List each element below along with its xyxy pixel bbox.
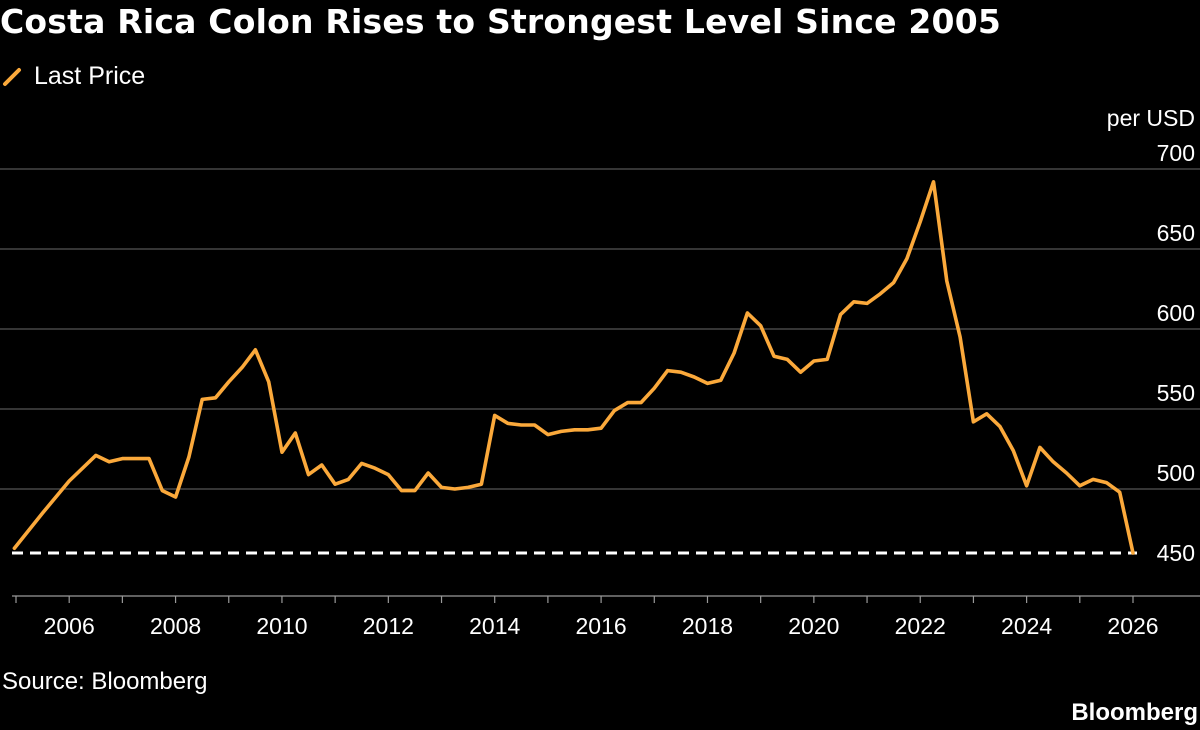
x-tick-label-2016: 2016 bbox=[576, 613, 627, 639]
series-line-last-price bbox=[12, 180, 1135, 555]
grid-lines bbox=[0, 168, 1200, 490]
y-tick-label-450: 450 bbox=[1157, 540, 1195, 566]
y-axis: 450 500 550 600 650 700 bbox=[1157, 140, 1195, 566]
y-tick-label-700: 700 bbox=[1157, 140, 1195, 166]
bloomberg-logo: Bloomberg bbox=[1071, 699, 1198, 726]
legend-label: Last Price bbox=[34, 61, 146, 90]
x-tick-label-2010: 2010 bbox=[256, 613, 307, 639]
y-tick-label-650: 650 bbox=[1157, 220, 1195, 246]
x-tick-label-2024: 2024 bbox=[1001, 613, 1052, 639]
x-tick-label-2014: 2014 bbox=[469, 613, 520, 639]
legend-line-icon bbox=[3, 68, 21, 86]
source-note: Source: Bloomberg bbox=[2, 668, 208, 695]
chart-title: Costa Rica Colon Rises to Strongest Leve… bbox=[0, 2, 1002, 41]
y-tick-label-550: 550 bbox=[1157, 380, 1195, 406]
series-last-price bbox=[12, 180, 1135, 555]
x-tick-label-2012: 2012 bbox=[363, 613, 414, 639]
x-tick-label-2020: 2020 bbox=[788, 613, 839, 639]
x-tick-label-2018: 2018 bbox=[682, 613, 733, 639]
x-tick-label-2022: 2022 bbox=[895, 613, 946, 639]
x-axis: 2006 2008 2010 2012 2014 2016 2018 2020 2022 2024… bbox=[12, 595, 1200, 639]
y-tick-label-500: 500 bbox=[1157, 460, 1195, 486]
y-axis-unit-label: per USD bbox=[1107, 105, 1195, 131]
x-tick-label-2026: 2026 bbox=[1107, 613, 1158, 639]
x-tick-label-2006: 2006 bbox=[44, 613, 95, 639]
y-tick-label-600: 600 bbox=[1157, 300, 1195, 326]
legend: Last Price bbox=[2, 60, 145, 92]
x-tick-label-2008: 2008 bbox=[150, 613, 201, 639]
